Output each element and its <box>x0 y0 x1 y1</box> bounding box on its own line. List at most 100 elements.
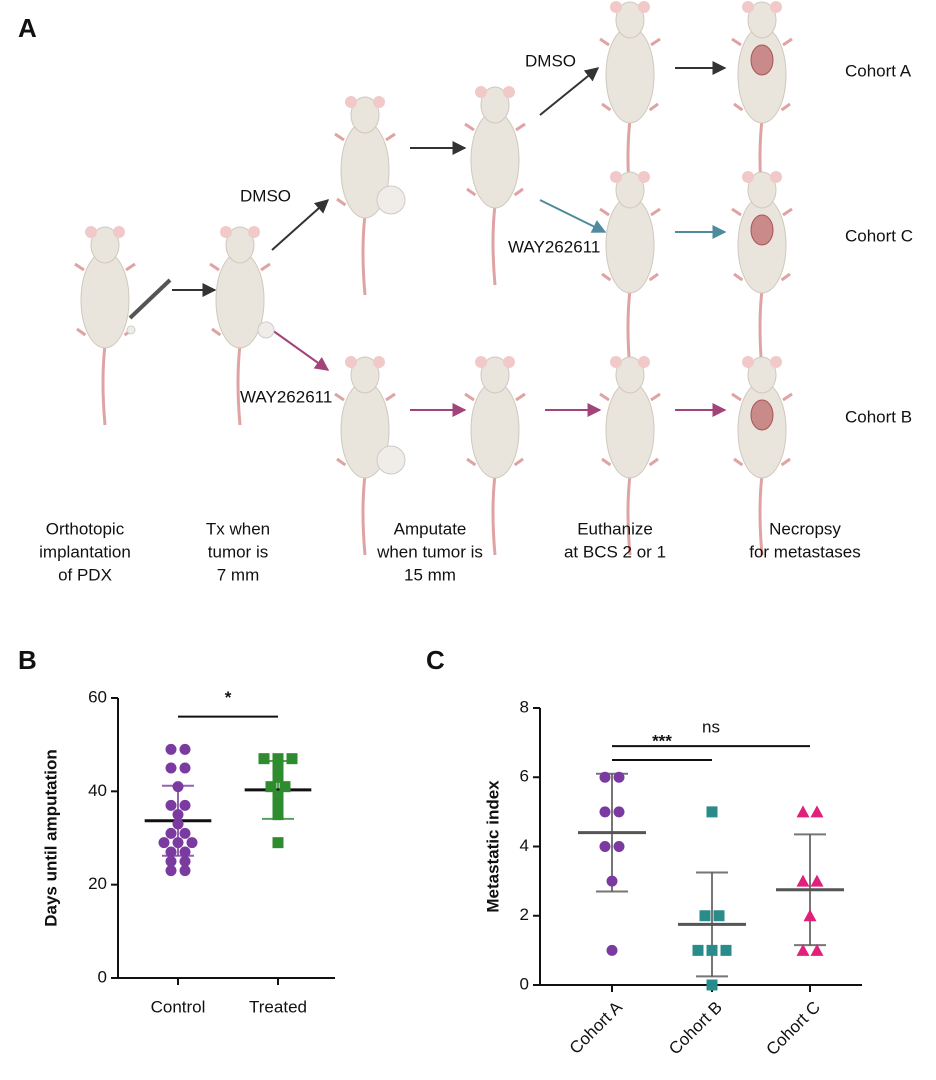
data-point <box>599 841 611 852</box>
step-label: implantation <box>39 542 131 561</box>
mouse-ear <box>770 171 782 183</box>
data-point <box>158 837 170 849</box>
tumor <box>257 321 275 339</box>
y-tick-label: 0 <box>98 967 107 986</box>
data-point <box>810 805 824 818</box>
data-point <box>796 805 810 818</box>
cohort-label: Cohort A <box>845 61 912 80</box>
mouse <box>209 226 275 426</box>
mouse <box>731 171 793 371</box>
mouse-ear <box>503 356 515 368</box>
mouse <box>464 356 526 556</box>
y-tick-label: 60 <box>88 687 107 706</box>
mouse-paw <box>513 187 524 197</box>
data-point <box>272 790 284 802</box>
mouse-body <box>80 251 130 349</box>
data-point <box>165 846 177 858</box>
arrow <box>271 329 330 371</box>
mouse-head <box>480 356 510 394</box>
y-tick-label: 20 <box>88 874 107 893</box>
mouse-paw <box>650 392 661 402</box>
mice <box>74 1 793 556</box>
mouse-paw <box>648 272 659 282</box>
mouse-tail <box>361 214 367 296</box>
mouse-ear <box>610 1 622 13</box>
arrow <box>539 199 607 233</box>
mouse-tail <box>361 474 367 556</box>
arrow <box>271 199 330 251</box>
mouse-body <box>215 251 265 349</box>
syringe <box>128 278 172 320</box>
mouse-paw <box>260 262 271 272</box>
mouse-paw <box>780 102 791 112</box>
data-point <box>706 944 718 956</box>
mouse-paw <box>211 327 222 337</box>
mouse-tail <box>758 474 764 556</box>
step-label: Tx when <box>206 519 270 538</box>
mouse-head <box>350 356 380 394</box>
data-point <box>706 806 718 818</box>
step-label: Amputate <box>394 519 467 538</box>
mouse-ear <box>638 356 650 368</box>
data-point <box>172 809 184 821</box>
mouse <box>599 356 661 556</box>
data-point <box>172 837 184 849</box>
mouse-tail <box>491 474 497 556</box>
mouse-paw <box>782 207 793 217</box>
mouse-ear <box>770 1 782 13</box>
step-label: Euthanize <box>577 519 653 538</box>
mouse-tail <box>101 344 107 426</box>
data-point <box>179 762 191 774</box>
mouse-ear <box>742 356 754 368</box>
mouse-paw <box>209 262 220 272</box>
data-point <box>599 806 611 818</box>
mouse-head <box>225 226 255 264</box>
mouse-ear <box>610 171 622 183</box>
arrows <box>172 61 727 417</box>
cohort-label: Cohort B <box>845 407 912 426</box>
mouse-body <box>605 196 655 294</box>
mouse-paw <box>733 457 744 467</box>
data-point <box>272 762 284 774</box>
data-point <box>279 781 291 793</box>
mouse-paw <box>599 207 610 217</box>
mouse-head <box>350 96 380 134</box>
data-point <box>165 865 177 877</box>
organs <box>750 214 774 246</box>
mouse <box>599 171 661 371</box>
data-point <box>286 753 298 765</box>
mouse-ear <box>475 86 487 98</box>
mouse-head <box>480 86 510 124</box>
data-point <box>810 874 824 887</box>
mouse-ear <box>345 96 357 108</box>
mouse-paw <box>336 197 347 207</box>
mouse-paw <box>731 37 742 47</box>
y-tick-label: 4 <box>520 836 529 855</box>
data-point <box>810 943 824 956</box>
data-point <box>272 753 284 765</box>
mouse-body <box>470 381 520 479</box>
y-axis-label: Days until amputation <box>41 749 60 927</box>
mouse-paw <box>780 457 791 467</box>
mouse <box>599 1 661 201</box>
data-point <box>692 944 704 956</box>
mouse-paw <box>782 37 793 47</box>
data-point <box>613 771 625 783</box>
significance-label: *** <box>652 731 672 750</box>
significance-label: ns <box>702 718 720 737</box>
mouse-paw <box>76 327 87 337</box>
data-point <box>179 855 191 867</box>
data-point <box>172 818 184 830</box>
mouse-ear <box>248 226 260 238</box>
data-point <box>706 979 718 991</box>
data-point <box>179 846 191 858</box>
mouse-body <box>605 26 655 124</box>
mouse-paw <box>731 392 742 402</box>
mouse-ear <box>220 226 232 238</box>
step-label: when tumor is <box>376 542 483 561</box>
mouse-ear <box>373 356 385 368</box>
step-label: for metastases <box>749 542 861 561</box>
mouse-ear <box>85 226 97 238</box>
mouse-paw <box>334 392 345 402</box>
x-tick-label: Cohort B <box>665 998 726 1059</box>
